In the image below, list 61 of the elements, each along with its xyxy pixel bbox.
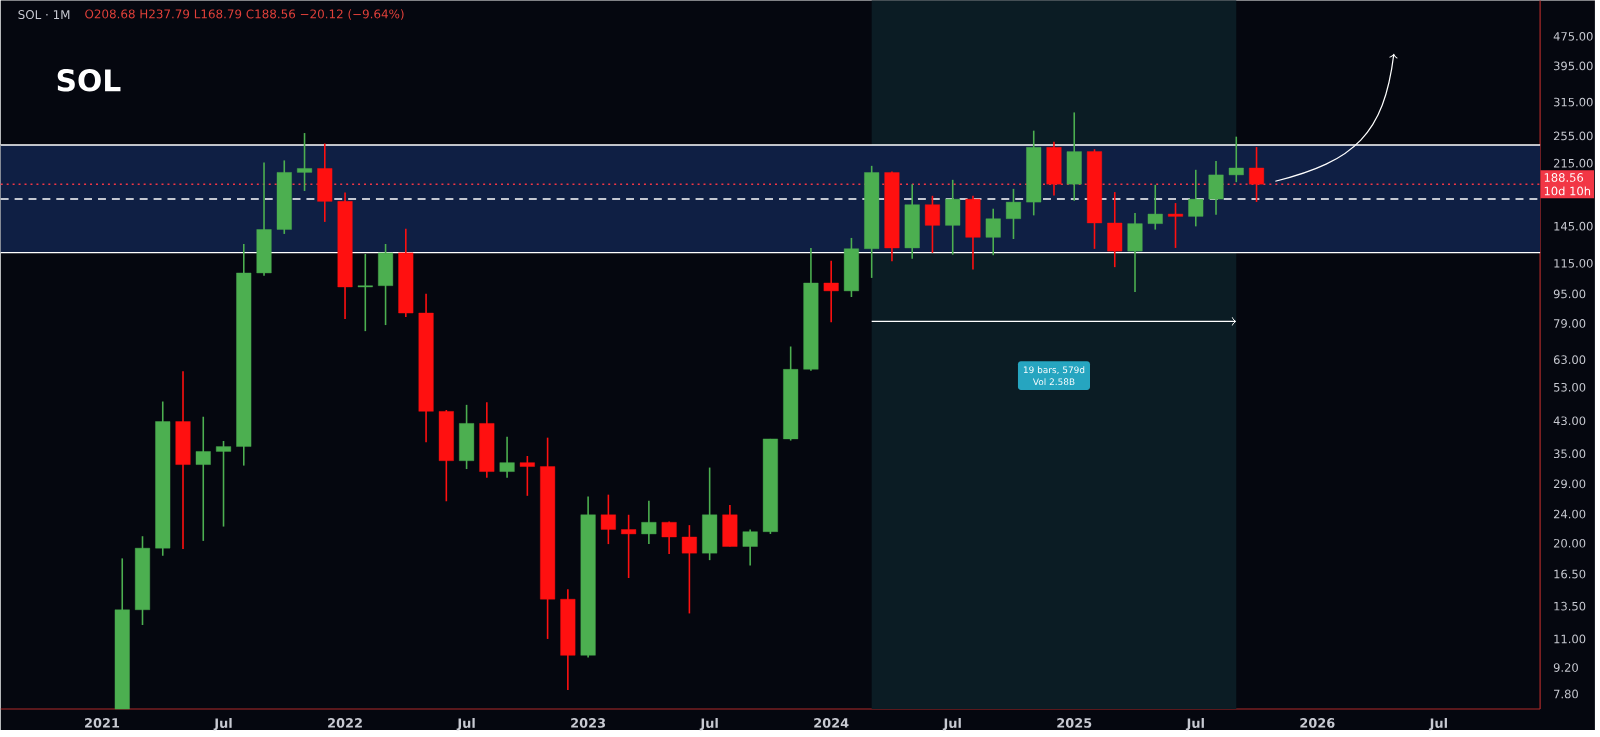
y-tick-label: 16.50 — [1554, 569, 1586, 579]
y-tick-label: 24.00 — [1553, 509, 1586, 519]
x-tick-label: Jul — [1428, 718, 1447, 731]
y-tick-label: 35.00 — [1553, 449, 1586, 459]
x-tick-label: 2023 — [571, 718, 606, 728]
candlestick — [499, 436, 515, 479]
candlestick — [1228, 135, 1244, 183]
candlestick — [216, 440, 232, 528]
y-tick-label: 315.00 — [1553, 97, 1593, 107]
y-tick-label: 95.00 — [1553, 289, 1586, 299]
candlestick — [195, 415, 211, 542]
band-label: 19 bars, 579d — [1023, 366, 1085, 375]
y-tick-label: 395.00 — [1553, 61, 1593, 71]
text: SOL · 1M — [18, 10, 70, 20]
x-tick-label: Jul — [213, 718, 232, 731]
y-tick-label: 11.00 — [1554, 634, 1586, 644]
candlestick — [519, 455, 535, 497]
ref-line-label: 188.56 — [1544, 173, 1584, 182]
text: SOL — [57, 69, 121, 92]
candlestick — [1188, 169, 1204, 228]
x-tick-label: Jul — [1185, 718, 1204, 731]
x-tick-label: 2025 — [1057, 718, 1092, 728]
candlestick — [1005, 188, 1021, 240]
y-tick-label: 145.00 — [1554, 221, 1593, 231]
y-tick-label: 63.00 — [1553, 355, 1586, 364]
candlestick — [1168, 202, 1184, 249]
y-tick-label: 79.00 — [1554, 319, 1586, 328]
y-tick-label: 475.00 — [1553, 31, 1593, 41]
candlestick — [1249, 146, 1265, 203]
candlestick — [924, 195, 940, 254]
candlestick — [985, 207, 1001, 256]
y-tick-label: 255.00 — [1553, 131, 1593, 141]
candlestick — [742, 528, 758, 567]
annotation: O208.68 H237.79 L168.79 C188.56 −20.12 (−9.64%) — [85, 9, 404, 20]
text: 10d 10h — [1544, 186, 1591, 196]
candlestick — [297, 132, 313, 192]
candlestick — [621, 513, 637, 579]
y-tick-label: 13.50 — [1554, 601, 1586, 611]
candlestick — [600, 493, 616, 545]
candlestick — [357, 253, 373, 332]
y-tick-label: 9.20 — [1553, 663, 1578, 672]
annotation: Vol 2.58B — [1032, 378, 1075, 386]
y-tick-label: 215.00 — [1553, 158, 1593, 168]
y-tick-label: 29.00 — [1553, 479, 1586, 489]
x-tick-label: 2022 — [328, 718, 362, 728]
y-tick-label: 43.00 — [1553, 416, 1586, 426]
y-tick-label: 7.80 — [1554, 689, 1578, 699]
candlestick — [823, 260, 839, 324]
x-tick-label: 2026 — [1300, 718, 1335, 728]
y-tick-label: 20.00 — [1553, 538, 1586, 548]
x-tick-label: Jul — [456, 718, 475, 731]
candlestick — [641, 499, 657, 545]
x-tick-label: Jul — [942, 718, 961, 731]
candlestick — [1147, 183, 1163, 231]
x-tick-label: Jul — [699, 718, 718, 731]
candlestick — [681, 524, 697, 615]
y-tick-label: 115.00 — [1554, 258, 1593, 268]
y-tick-label: 53.00 — [1554, 382, 1586, 392]
x-tick-label: 2021 — [85, 718, 120, 728]
candlestick — [661, 520, 677, 555]
x-tick-label: 2024 — [814, 718, 849, 728]
